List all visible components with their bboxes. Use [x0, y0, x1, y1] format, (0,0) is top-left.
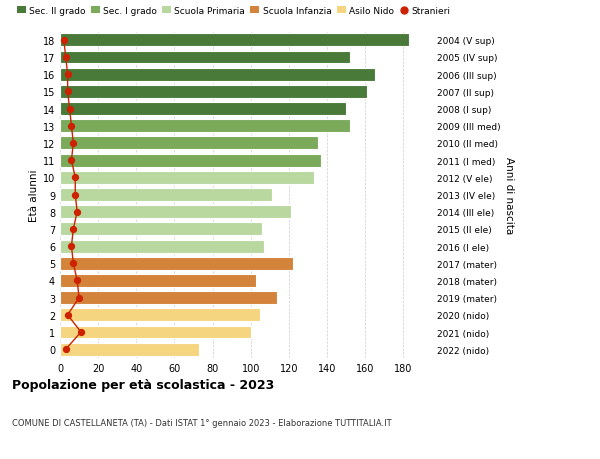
Bar — [60, 206, 291, 218]
Point — [74, 294, 84, 302]
Point — [67, 123, 76, 130]
Point — [63, 312, 73, 319]
Point — [63, 71, 73, 78]
Bar — [60, 51, 350, 64]
Point — [68, 226, 78, 233]
Bar — [60, 309, 260, 322]
Point — [61, 346, 71, 353]
Bar — [60, 326, 251, 339]
Point — [65, 106, 74, 113]
Bar — [60, 103, 346, 116]
Bar — [60, 223, 262, 236]
Text: COMUNE DI CASTELLANETA (TA) - Dati ISTAT 1° gennaio 2023 - Elaborazione TUTTITAL: COMUNE DI CASTELLANETA (TA) - Dati ISTAT… — [12, 418, 392, 427]
Point — [68, 260, 78, 267]
Point — [67, 243, 76, 250]
Point — [70, 174, 80, 182]
Point — [70, 191, 80, 199]
Point — [73, 277, 82, 285]
Bar — [60, 274, 256, 287]
Bar — [60, 34, 409, 47]
Point — [73, 208, 82, 216]
Point — [67, 157, 76, 164]
Bar — [60, 257, 293, 270]
Point — [59, 37, 68, 45]
Y-axis label: Anni di nascita: Anni di nascita — [505, 157, 514, 234]
Bar — [60, 240, 264, 253]
Point — [61, 54, 71, 62]
Bar — [60, 68, 375, 81]
Text: Popolazione per età scolastica - 2023: Popolazione per età scolastica - 2023 — [12, 379, 274, 392]
Bar — [60, 291, 277, 304]
Bar — [60, 137, 317, 150]
Bar — [60, 86, 367, 99]
Bar — [60, 343, 199, 356]
Bar — [60, 120, 350, 133]
Point — [76, 329, 86, 336]
Bar — [60, 154, 322, 167]
Bar — [60, 189, 272, 202]
Point — [68, 140, 78, 147]
Bar — [60, 172, 314, 185]
Legend: Sec. II grado, Sec. I grado, Scuola Primaria, Scuola Infanzia, Asilo Nido, Stran: Sec. II grado, Sec. I grado, Scuola Prim… — [17, 7, 451, 16]
Y-axis label: Età alunni: Età alunni — [29, 169, 38, 221]
Point — [63, 89, 73, 96]
